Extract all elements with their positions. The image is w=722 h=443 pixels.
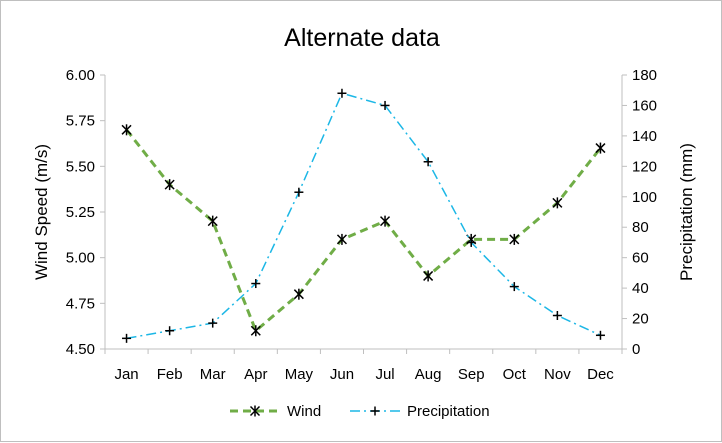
data-point-precipitation [294, 187, 304, 197]
data-point-wind [423, 270, 434, 282]
legend-entry-wind: Wind [230, 403, 321, 420]
right-tick-label: 120 [632, 158, 657, 175]
data-point-precipitation [251, 279, 261, 289]
data-point-precipitation [337, 88, 347, 98]
data-point-wind [293, 288, 304, 300]
right-axis-title: Precipitation (mm) [677, 143, 696, 281]
right-tick-label: 100 [632, 189, 657, 206]
left-tick-label: 5.00 [66, 250, 95, 267]
data-point-precipitation [552, 311, 562, 321]
data-point-wind [164, 179, 175, 191]
x-tick-label: Jan [114, 366, 138, 383]
data-point-wind [509, 233, 520, 245]
legend-marker-wind [249, 405, 261, 417]
x-tick-label: Jul [375, 366, 394, 383]
right-tick-label: 0 [632, 341, 640, 358]
left-axis-title: Wind Speed (m/s) [32, 144, 51, 280]
data-point-precipitation [165, 326, 175, 336]
series-line-wind [125, 128, 602, 334]
x-tick-label: Jun [330, 366, 354, 383]
data-point-wind [121, 124, 132, 136]
series-precipitation [122, 88, 605, 343]
left-axis-ticks: 4.50 4.75 5.00 5.25 5.50 5.75 6.00 [66, 67, 105, 358]
x-tick-label: Apr [244, 366, 267, 383]
legend-label: Wind [287, 403, 321, 420]
data-point-precipitation [509, 282, 519, 292]
series-wind [121, 124, 606, 337]
x-tick-label: Nov [544, 366, 571, 383]
chart-title: Alternate data [284, 24, 440, 52]
x-tick-label: Sep [458, 366, 485, 383]
x-tick-label: Mar [200, 366, 226, 383]
legend-label: Precipitation [407, 403, 490, 420]
x-axis-ticks: Jan Feb Mar Apr May Jun Jul Aug Sep Oct Nov Dec [104, 349, 623, 383]
data-point-precipitation [595, 330, 605, 340]
x-tick-label: Oct [503, 366, 527, 383]
legend-entry-precipitation: Precipitation [350, 403, 490, 420]
right-tick-label: 20 [632, 311, 649, 328]
right-tick-label: 60 [632, 250, 649, 267]
data-point-wind [250, 325, 261, 337]
x-tick-label: Feb [157, 366, 183, 383]
left-tick-label: 6.00 [66, 67, 95, 84]
legend: Wind Precipitation [230, 403, 490, 420]
right-tick-label: 160 [632, 97, 657, 114]
left-tick-label: 5.50 [66, 158, 95, 175]
right-tick-label: 180 [632, 67, 657, 84]
x-tick-label: May [285, 366, 314, 383]
series-line-precipitation [126, 92, 601, 340]
left-tick-label: 4.50 [66, 341, 95, 358]
data-point-wind [552, 197, 563, 209]
series-layer [121, 88, 606, 343]
data-point-precipitation [208, 318, 218, 328]
data-point-wind [207, 215, 218, 227]
data-point-precipitation [380, 100, 390, 110]
right-tick-label: 80 [632, 219, 649, 236]
left-tick-label: 5.75 [66, 113, 95, 130]
data-point-wind [336, 233, 347, 245]
right-axis-ticks: 0 20 40 60 80 100 120 140 160 180 [622, 67, 657, 358]
x-tick-label: Aug [415, 366, 442, 383]
data-point-precipitation [423, 157, 433, 167]
data-point-precipitation [122, 333, 132, 343]
data-point-wind [380, 215, 391, 227]
data-point-wind [595, 142, 606, 154]
left-tick-label: 4.75 [66, 295, 95, 312]
data-point-precipitation [466, 237, 476, 247]
x-tick-label: Dec [587, 366, 614, 383]
right-tick-label: 40 [632, 280, 649, 297]
right-tick-label: 140 [632, 128, 657, 145]
legend-marker-precipitation [370, 406, 380, 416]
left-tick-label: 5.25 [66, 204, 95, 221]
